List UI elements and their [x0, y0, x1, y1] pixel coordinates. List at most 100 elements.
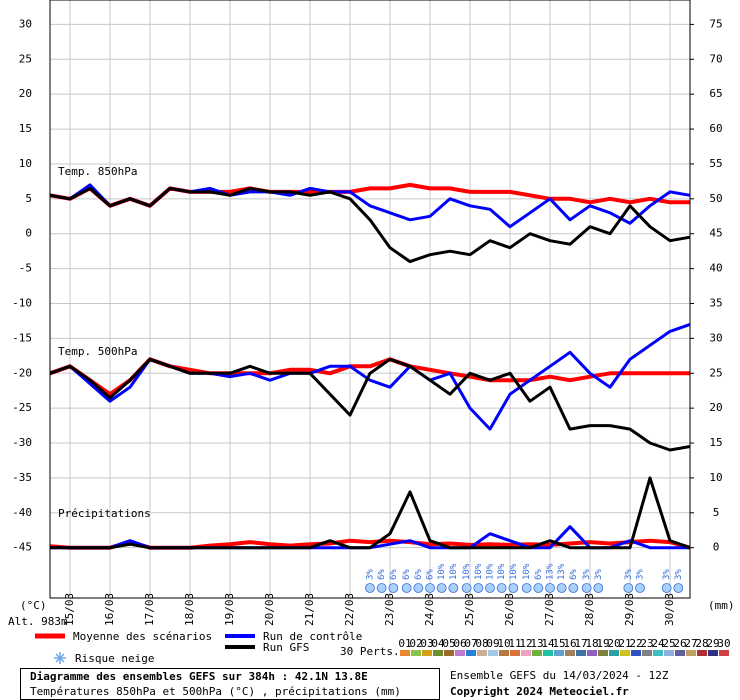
- perturbation-number: 25: [662, 637, 675, 650]
- y-tick-label: -5: [19, 262, 32, 275]
- snow-marker: [496, 583, 507, 593]
- y2-tick-label: 15: [709, 436, 722, 449]
- perturbation-number: 01: [398, 637, 411, 650]
- perturbation-swatch: [521, 650, 531, 656]
- snow-marker: [401, 583, 412, 593]
- snow-marker: [448, 583, 459, 593]
- y2-tick-label: 65: [709, 87, 722, 100]
- perturbation-swatch: [587, 650, 597, 656]
- x-tick-label: 16/03: [103, 593, 116, 626]
- snow-marker: [508, 583, 519, 593]
- snow-marker: [533, 583, 544, 593]
- perturbation-number: 26: [673, 637, 686, 650]
- y2-tick-label: 35: [709, 296, 722, 309]
- perturbation-swatch: [565, 650, 575, 656]
- snow-label: 6%: [569, 569, 579, 580]
- perturbation-number: 09: [486, 637, 499, 650]
- snow-label: 3%: [624, 569, 634, 580]
- snow-label: 3%: [636, 569, 646, 580]
- x-tick-label: 26/03: [503, 593, 516, 626]
- x-tick-label: 19/03: [223, 593, 236, 626]
- x-tick-label: 25/03: [463, 593, 476, 626]
- snow-label: 3%: [366, 569, 376, 580]
- perturbation-number: 13: [530, 637, 543, 650]
- perturbation-number: 18: [585, 637, 598, 650]
- perturbation-swatch: [708, 650, 718, 656]
- perturbation-swatch: [400, 650, 410, 656]
- perturbation-number: 05: [442, 637, 455, 650]
- snow-label: 3%: [674, 569, 684, 580]
- snow-label: 10%: [522, 563, 532, 580]
- snow-label: 6%: [426, 569, 436, 580]
- y2-tick-label: 55: [709, 157, 722, 170]
- perturbation-swatch: [510, 650, 520, 656]
- snow-label: 10%: [449, 563, 459, 580]
- snow-label: 10%: [474, 563, 484, 580]
- snow-marker: [485, 583, 495, 593]
- x-tick-label: 18/03: [183, 593, 196, 626]
- y-tick-label: 20: [19, 87, 32, 100]
- perturbation-swatch: [411, 650, 421, 656]
- series-line: [50, 476, 691, 550]
- perturbation-swatch: [532, 650, 542, 656]
- snow-label: 10%: [509, 563, 519, 580]
- perturbation-swatch: [499, 650, 509, 656]
- perturbation-swatch: [554, 650, 564, 656]
- perturbation-swatch: [609, 650, 619, 656]
- y-tick-label: -35: [12, 471, 32, 484]
- snow-label: 13%: [557, 563, 567, 580]
- perturbation-number: 24: [651, 637, 665, 650]
- y-tick-label: -30: [12, 436, 32, 449]
- x-tick-label: 23/03: [383, 593, 396, 626]
- perturbation-swatch: [686, 650, 696, 656]
- x-tick-label: 22/03: [343, 593, 356, 626]
- perturbation-swatch: [697, 650, 707, 656]
- snow-label: 13%: [546, 563, 556, 580]
- perturbation-number: 02: [409, 637, 422, 650]
- snow-label: 6%: [414, 569, 424, 580]
- y-tick-label: -20: [12, 366, 32, 379]
- snow-label: 10%: [486, 563, 496, 580]
- x-tick-label: 15/03: [63, 593, 76, 626]
- perturbation-swatch: [642, 650, 652, 656]
- perturbation-number: 14: [541, 637, 555, 650]
- y-tick-label: 25: [19, 52, 32, 65]
- snow-marker: [376, 583, 387, 593]
- y2-tick-label: 20: [709, 401, 722, 414]
- snow-marker: [521, 583, 532, 593]
- y2-tick-label: 30: [709, 331, 722, 344]
- y-tick-label: -10: [12, 296, 32, 309]
- perturbation-number: 07: [464, 637, 477, 650]
- perturbation-swatch: [631, 650, 641, 656]
- y2-tick-label: 10: [709, 471, 722, 484]
- y2-tick-label: 0: [713, 541, 720, 554]
- annotation: Précipitations: [58, 507, 151, 520]
- perturbation-swatch: [444, 650, 454, 656]
- x-tick-label: 28/03: [583, 593, 596, 626]
- perturbation-number: 15: [552, 637, 565, 650]
- perturbation-number: 28: [695, 637, 708, 650]
- snow-marker: [473, 583, 484, 593]
- y2-tick-label: 60: [709, 122, 722, 135]
- legend-label: Run GFS: [263, 641, 309, 654]
- snow-label: 3%: [662, 569, 672, 580]
- snow-label: 10%: [437, 563, 447, 580]
- x-tick-label: 29/03: [623, 593, 636, 626]
- perturbation-number: 10: [497, 637, 510, 650]
- snow-marker: [556, 583, 567, 593]
- snow-marker: [545, 583, 555, 593]
- x-tick-label: 17/03: [143, 593, 156, 626]
- snow-label: 6%: [389, 569, 399, 580]
- perturbation-swatch: [620, 650, 630, 656]
- perturbation-swatch: [719, 650, 729, 656]
- plot-frame: [49, 0, 691, 599]
- y-tick-label: 5: [25, 192, 32, 205]
- perturbation-number: 08: [475, 637, 488, 650]
- snow-label: 6%: [377, 569, 387, 580]
- snow-marker: [365, 583, 375, 593]
- x-tick-label: 30/03: [663, 593, 676, 626]
- y-tick-label: 15: [19, 122, 32, 135]
- perturbation-swatch: [598, 650, 608, 656]
- perturbation-number: 16: [563, 637, 576, 650]
- snow-label: 3%: [594, 569, 604, 580]
